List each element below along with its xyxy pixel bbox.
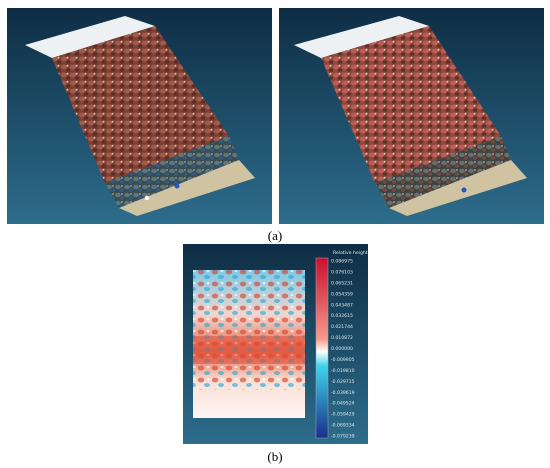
relative-height-map-panel: Relative height 0.086975 0.076103 0.065231 0… (183, 244, 368, 444)
colorbar-tick-label: -0.029715 (331, 379, 355, 385)
colorbar-tick-label: 0.032615 (331, 313, 353, 319)
colorbar-tick-label: 0.021744 (331, 324, 353, 330)
colorbar-tick-label: 0.054359 (331, 291, 353, 297)
colorbar-tick-label: 0.000000 (331, 346, 353, 352)
colorbar-tick-label: -0.049524 (331, 401, 355, 407)
caption-b: (b) (267, 449, 283, 464)
colorbar-tick-label: -0.079239 (331, 434, 355, 440)
colorbar-tick-label: 0.010872 (331, 335, 353, 341)
colorbar-tick-label: -0.069334 (331, 423, 355, 429)
colorbar-tick-label: 0.086975 (331, 259, 353, 265)
caption-a: (a) (267, 228, 283, 243)
colorbar-tick-label: 0.043487 (331, 302, 353, 308)
point-cloud-view-left (7, 8, 272, 224)
colorbar-tick-label: -0.039619 (331, 390, 355, 396)
colorbar-tick-label: -0.009905 (331, 357, 355, 363)
colorbar-title: Relative height (333, 250, 368, 256)
point-cloud-view-right (279, 8, 544, 224)
colorbar-tick-label: -0.019810 (331, 368, 355, 374)
colorbar-tick-label: 0.065231 (331, 280, 353, 286)
colorbar-tick-label: -0.059429 (331, 412, 355, 418)
colorbar-tick-label: 0.076103 (331, 269, 353, 275)
